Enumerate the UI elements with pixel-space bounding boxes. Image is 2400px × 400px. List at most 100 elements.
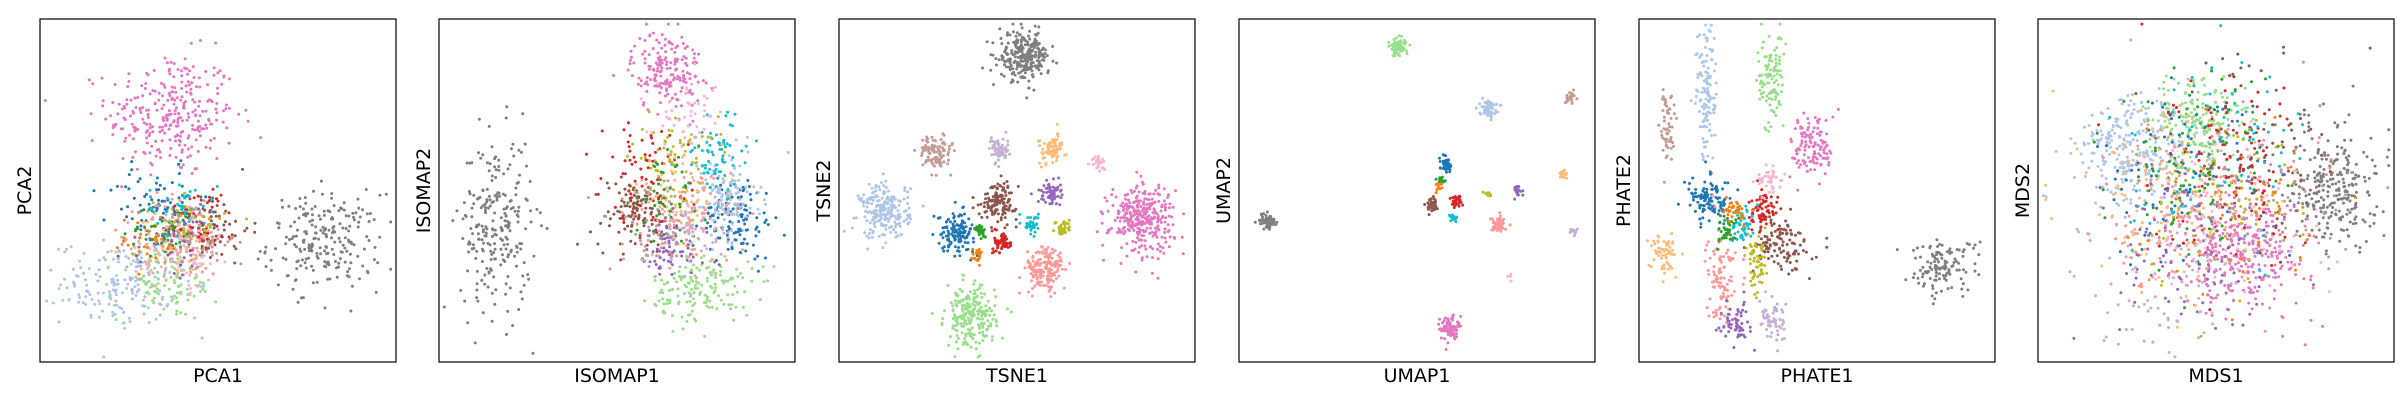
data-point — [867, 236, 871, 240]
data-point — [667, 84, 671, 88]
data-point — [499, 216, 503, 220]
data-point — [1039, 165, 1043, 169]
data-point — [859, 199, 863, 203]
data-point — [284, 235, 288, 239]
data-point — [981, 317, 984, 321]
data-point — [112, 123, 116, 127]
data-point — [1001, 213, 1004, 216]
data-point — [1062, 286, 1066, 290]
cluster-0-points — [442, 105, 549, 355]
data-point — [1001, 201, 1005, 205]
data-point — [312, 237, 316, 241]
data-point — [637, 213, 641, 217]
data-point — [1168, 206, 1171, 210]
data-point — [680, 212, 683, 216]
data-point — [757, 230, 761, 234]
data-point — [82, 271, 86, 275]
data-point — [644, 22, 648, 26]
data-point — [470, 161, 474, 165]
data-point — [504, 247, 508, 251]
data-point — [195, 85, 198, 89]
data-point — [889, 211, 893, 215]
data-point — [688, 260, 692, 264]
data-point — [1148, 231, 1152, 235]
data-point — [199, 232, 203, 236]
data-point — [662, 241, 666, 245]
data-point — [184, 236, 188, 240]
data-point — [333, 260, 337, 263]
data-point — [493, 242, 497, 246]
data-point — [687, 181, 691, 185]
data-point — [639, 239, 642, 243]
data-point — [158, 289, 162, 293]
data-point — [472, 202, 476, 206]
data-point — [521, 274, 525, 278]
data-point — [625, 204, 629, 208]
data-point — [187, 194, 191, 198]
data-point — [1142, 222, 1146, 226]
data-point — [206, 231, 210, 235]
data-point — [996, 158, 1000, 162]
data-point — [1045, 260, 1049, 264]
data-point — [319, 228, 323, 232]
data-point — [600, 129, 604, 133]
data-point — [673, 62, 677, 66]
data-point — [154, 154, 158, 158]
data-point — [1162, 187, 1166, 191]
data-point — [290, 237, 294, 241]
data-point — [696, 99, 700, 103]
data-point — [513, 254, 517, 258]
data-point — [191, 217, 194, 221]
data-point — [714, 167, 718, 171]
data-point — [669, 73, 673, 77]
data-point — [214, 107, 218, 111]
data-point — [155, 207, 159, 211]
data-point — [678, 141, 682, 145]
data-point — [1035, 222, 1039, 226]
data-point — [1019, 22, 1023, 26]
data-point — [1126, 206, 1130, 210]
data-point — [735, 207, 739, 211]
data-point — [1058, 259, 1062, 263]
data-point — [953, 315, 957, 319]
data-point — [157, 91, 161, 95]
data-point — [183, 212, 187, 216]
data-point — [135, 225, 139, 229]
data-point — [656, 178, 660, 182]
data-point — [726, 293, 730, 297]
data-point — [941, 132, 945, 136]
data-point — [187, 241, 191, 245]
data-point — [1059, 196, 1063, 200]
cluster-10-points — [148, 183, 219, 241]
data-point — [620, 197, 624, 201]
data-point — [909, 187, 913, 191]
data-point — [1098, 169, 1102, 173]
data-point — [673, 92, 677, 96]
data-point — [308, 220, 312, 223]
data-point — [710, 286, 714, 290]
data-point — [955, 304, 959, 308]
data-point — [744, 204, 748, 208]
data-point — [633, 44, 637, 48]
data-point — [1029, 192, 1033, 196]
data-point — [1143, 239, 1147, 243]
data-point — [213, 223, 217, 227]
data-point — [188, 208, 192, 212]
data-point — [159, 81, 163, 85]
data-point — [338, 240, 342, 244]
data-point — [622, 221, 626, 224]
data-point — [958, 229, 962, 233]
data-point — [1156, 242, 1160, 246]
data-point — [936, 159, 940, 163]
data-point — [487, 194, 491, 198]
data-point — [877, 234, 881, 238]
data-point — [194, 167, 198, 171]
data-point — [963, 318, 967, 322]
data-point — [974, 340, 978, 344]
data-point — [481, 188, 485, 192]
data-point — [210, 205, 214, 209]
data-point — [219, 193, 223, 197]
data-point — [746, 150, 750, 154]
data-point — [997, 142, 1001, 146]
data-point — [122, 310, 126, 314]
